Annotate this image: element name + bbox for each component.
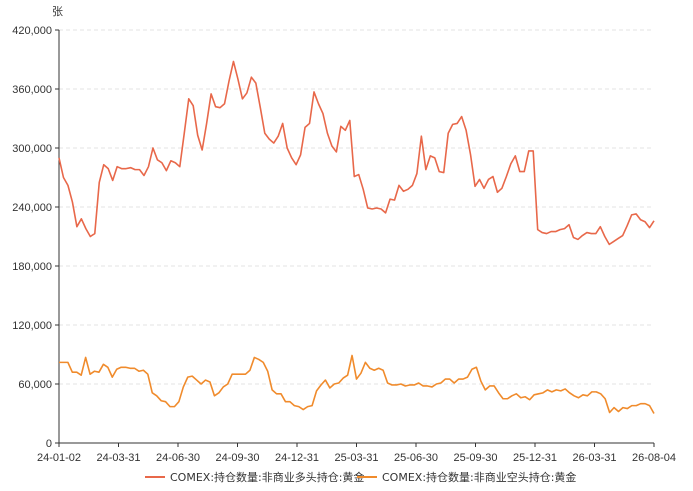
x-tick-label: 26-03-31 — [572, 452, 616, 464]
x-tick-label: 24-09-30 — [215, 452, 259, 464]
legend-item-2[interactable]: COMEX:持仓数量:非商业空头持仓:黄金 — [357, 470, 576, 484]
y-tick-label: 120,000 — [12, 320, 52, 332]
y-unit-label: 张 — [52, 5, 63, 18]
axes — [58, 30, 654, 444]
y-tick-label: 300,000 — [12, 143, 52, 155]
grid-lines — [59, 29, 654, 385]
y-tick-label: 0 — [46, 438, 52, 450]
x-axis-ticks: 24-01-02 24-03-31 24-06-30 24-09-30 24-12-31… — [37, 443, 676, 464]
x-tick-label: 25-03-31 — [334, 452, 378, 464]
x-tick-label: 25-06-30 — [394, 452, 438, 464]
legend-label: COMEX:持仓数量:非商业空头持仓:黄金 — [382, 470, 576, 484]
y-tick-label: 60,000 — [18, 379, 52, 391]
series-line-1 — [58, 60, 655, 246]
x-tick-label: 25-09-30 — [453, 452, 497, 464]
y-axis-ticks: 0 60,000 120,000 180,000 240,000 300,000 360,0… — [12, 25, 59, 450]
x-tick-label: 24-03-31 — [96, 452, 140, 464]
x-tick-label: 25-12-31 — [513, 452, 557, 464]
y-tick-label: 180,000 — [12, 261, 52, 273]
x-tick-label: 24-01-02 — [37, 452, 81, 464]
legend-item-1[interactable]: COMEX:持仓数量:非商业多头持仓:黄金 — [145, 470, 364, 484]
x-tick-label: 24-12-31 — [275, 452, 319, 464]
legend-label: COMEX:持仓数量:非商业多头持仓:黄金 — [170, 470, 364, 484]
series-line-2 — [59, 354, 655, 414]
x-tick-label: 26-08-04 — [632, 452, 676, 464]
series-lines — [58, 60, 655, 414]
y-tick-label: 240,000 — [12, 202, 52, 214]
legend[interactable]: COMEX:持仓数量:非商业多头持仓:黄金 COMEX:持仓数量:非商业空头持仓:… — [145, 470, 576, 484]
y-tick-label: 420,000 — [12, 25, 52, 37]
y-tick-label: 360,000 — [12, 84, 52, 96]
x-tick-label: 24-06-30 — [156, 452, 200, 464]
